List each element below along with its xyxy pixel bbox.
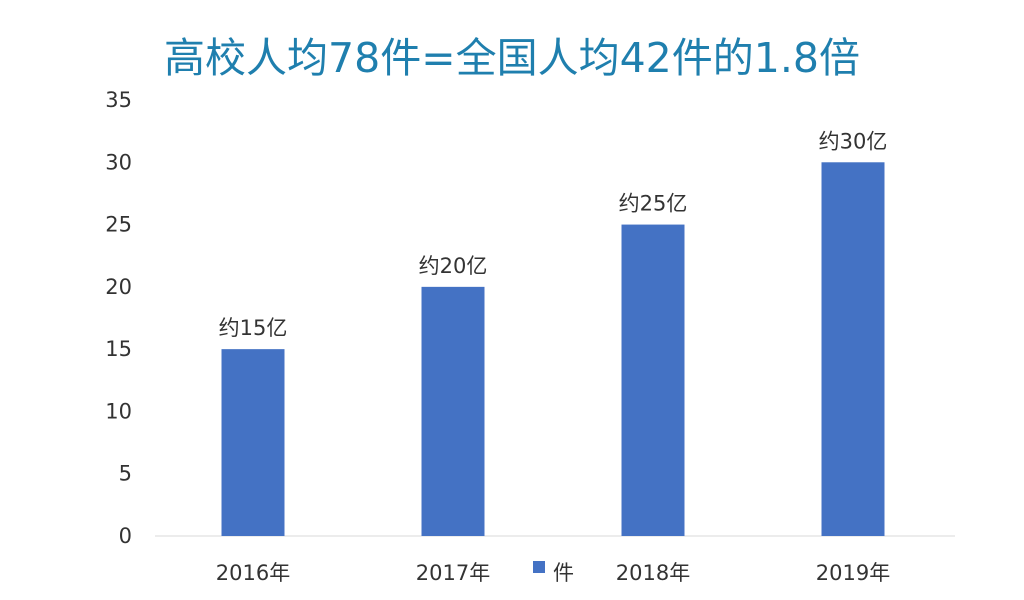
y-tick-label-3: 15: [105, 337, 132, 361]
data-label-1: 约20亿: [419, 254, 488, 278]
bar-2017年: [421, 286, 485, 536]
legend-label: 件: [553, 561, 574, 585]
y-tick-label-1: 5: [119, 462, 132, 486]
y-tick-label-6: 30: [105, 150, 132, 174]
data-label-3: 约30亿: [819, 129, 888, 153]
data-label-0: 约15亿: [219, 316, 288, 340]
x-tick-label-3: 2019年: [816, 561, 890, 585]
y-tick-label-4: 20: [105, 275, 132, 299]
chart-title: 高校人均78件=全国人均42件的1.8倍: [164, 34, 860, 82]
bar-2016年: [221, 349, 285, 536]
bar-2019年: [821, 162, 885, 537]
y-tick-label-7: 35: [105, 88, 132, 112]
legend-swatch: [533, 561, 545, 573]
bar-2018年: [621, 224, 685, 537]
x-tick-label-2: 2018年: [616, 561, 690, 585]
x-tick-label-1: 2017年: [416, 561, 490, 585]
data-label-2: 约25亿: [619, 192, 688, 216]
y-tick-label-5: 25: [105, 213, 132, 237]
y-tick-label-0: 0: [119, 524, 132, 548]
x-tick-label-0: 2016年: [216, 561, 290, 585]
y-tick-label-2: 10: [105, 399, 132, 423]
